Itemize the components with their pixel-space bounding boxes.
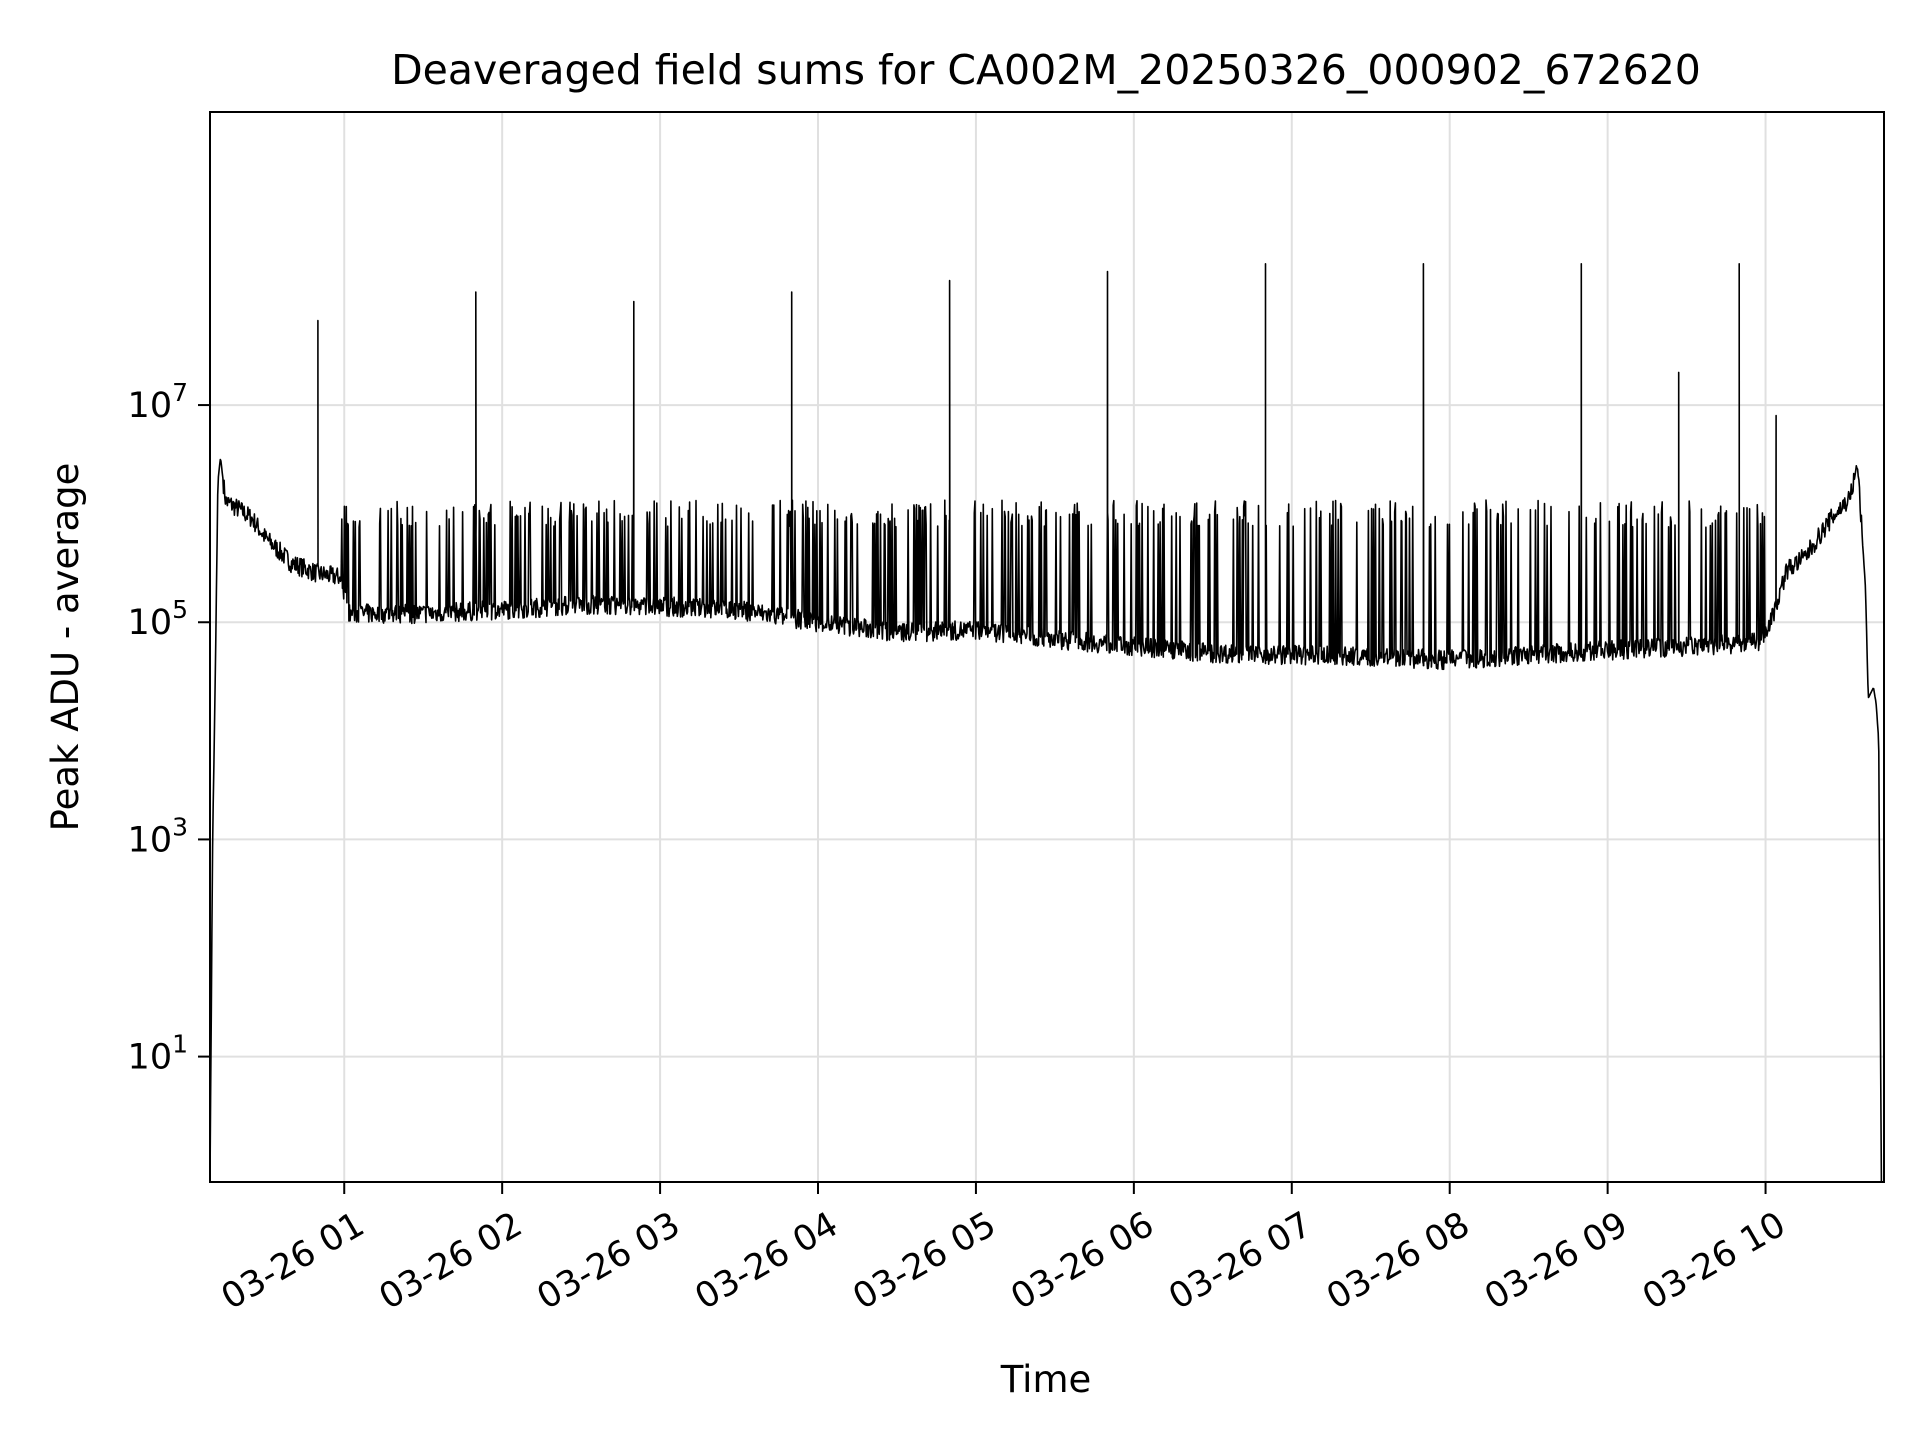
x-tick-label: 03-26 03	[531, 1205, 687, 1318]
y-axis: 101 103 105 107	[128, 378, 210, 1078]
x-axis-label: Time	[1000, 1358, 1092, 1401]
x-tick-label: 03-26 07	[1162, 1205, 1318, 1318]
x-tick-label: 03-26 04	[689, 1205, 845, 1318]
chart-title: Deaveraged field sums for CA002M_2025032…	[391, 46, 1701, 94]
y-tick-label: 107	[128, 378, 188, 426]
x-tick-label: 03-26 01	[215, 1205, 371, 1318]
y-tick-label: 103	[128, 812, 188, 860]
x-tick-label: 03-26 08	[1320, 1205, 1476, 1318]
y-axis-label: Peak ADU - average	[44, 463, 87, 832]
x-axis: 03-26 01 03-26 02 03-26 03 03-26 04 03-26 05…	[215, 1182, 1792, 1318]
plot-frame	[209, 111, 1885, 1183]
series-line-group	[209, 263, 1883, 1183]
x-tick-label: 03-26 02	[373, 1205, 529, 1318]
x-tick-label: 03-26 09	[1478, 1205, 1634, 1318]
y-tick-label: 105	[128, 595, 188, 643]
x-tick-label: 03-26 10	[1636, 1205, 1792, 1318]
x-tick-label: 03-26 05	[847, 1205, 1003, 1318]
x-tick-label: 03-26 06	[1004, 1205, 1160, 1318]
y-tick-label: 101	[128, 1030, 188, 1078]
series-line	[209, 263, 1883, 1183]
